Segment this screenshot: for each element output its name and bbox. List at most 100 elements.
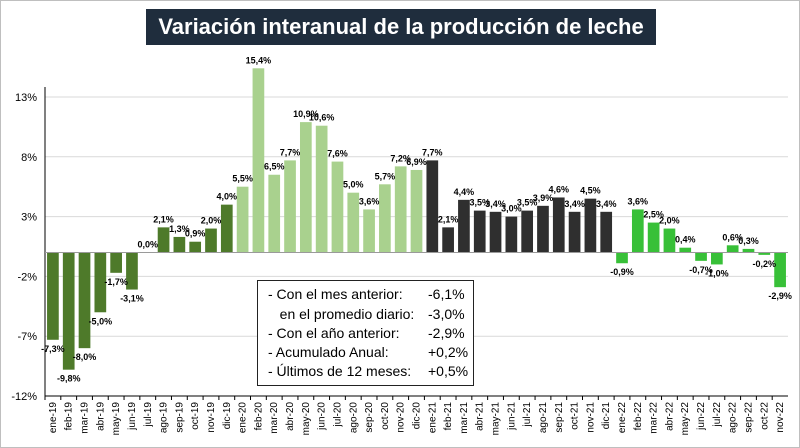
- bar: [711, 252, 723, 265]
- x-tick-label: oct-19: [190, 402, 201, 430]
- x-tick-label: oct-20: [380, 402, 391, 430]
- data-label: 5,5%: [232, 174, 253, 184]
- bar: [537, 205, 549, 253]
- x-tick-label: jun-19: [127, 402, 138, 431]
- x-tick-label: abr-21: [475, 402, 486, 431]
- data-label: 3,5%: [469, 198, 490, 208]
- x-tick-label: dic-19: [222, 402, 233, 430]
- bar: [47, 252, 59, 340]
- bar: [426, 160, 439, 253]
- bar: [442, 227, 454, 253]
- bar: [284, 160, 296, 253]
- data-label: 3,4%: [564, 199, 585, 209]
- data-label: 10,6%: [309, 113, 335, 123]
- data-label: 4,4%: [454, 187, 475, 197]
- x-tick-label: ene-21: [427, 402, 438, 434]
- y-tick-label: 13%: [15, 92, 37, 104]
- bar: [679, 247, 692, 253]
- data-label: 3,5%: [517, 198, 538, 208]
- x-tick-label: dic-20: [412, 402, 423, 430]
- x-tick-label: nov-22: [775, 402, 786, 433]
- bar: [347, 192, 360, 253]
- data-label: -0,2%: [753, 259, 777, 269]
- bar: [331, 161, 344, 253]
- data-label: 7,2%: [390, 153, 411, 163]
- bar: [758, 252, 771, 255]
- x-tick-label: ago-22: [728, 402, 739, 434]
- x-tick-label: ago-20: [348, 402, 359, 434]
- bar: [205, 228, 217, 253]
- data-label: -5,0%: [89, 316, 113, 326]
- chart-title: Variación interanual de la producción de…: [146, 9, 656, 45]
- x-tick-label: feb-22: [633, 402, 644, 431]
- bar: [489, 211, 502, 253]
- x-tick-label: nov-19: [206, 402, 217, 433]
- summary-box: - Con el mes anterior: -6,1% en el prome…: [257, 280, 474, 386]
- x-tick-label: nov-20: [396, 402, 407, 433]
- bar: [94, 252, 107, 313]
- summary-value: -3,0%: [428, 306, 465, 322]
- x-tick-label: mar-21: [459, 402, 470, 434]
- bar: [126, 252, 138, 290]
- data-label: 2,0%: [201, 216, 222, 226]
- x-tick-label: jul-20: [332, 402, 343, 428]
- bar: [647, 222, 660, 253]
- x-tick-label: jun-22: [696, 402, 707, 431]
- x-tick-label: ago-21: [538, 402, 549, 434]
- data-label: -0,7%: [689, 265, 713, 275]
- bars: [47, 68, 786, 370]
- x-tick-label: may-20: [301, 402, 312, 436]
- data-label: -7,3%: [41, 344, 65, 354]
- x-tick-label: mar-20: [269, 402, 280, 434]
- bar: [695, 252, 707, 261]
- summary-value: -6,1%: [428, 286, 465, 302]
- data-label: 15,4%: [246, 55, 272, 65]
- x-tick-label: ago-19: [159, 402, 170, 434]
- summary-label: en el promedio diario:: [268, 306, 415, 322]
- data-label: 0,0%: [137, 239, 158, 249]
- bar: [473, 210, 486, 253]
- bar: [505, 216, 518, 253]
- bar: [299, 122, 312, 253]
- x-tick-label: abr-22: [664, 402, 675, 431]
- data-label: 7,6%: [327, 149, 348, 159]
- bar: [252, 68, 265, 253]
- data-label: 1,3%: [169, 224, 190, 234]
- data-label: 4,6%: [549, 184, 570, 194]
- summary-value: +0,5%: [428, 363, 469, 379]
- data-label: -9,8%: [57, 374, 81, 384]
- x-tick-label: may-19: [111, 402, 122, 436]
- x-tick-label: ene-20: [238, 402, 249, 434]
- x-tick-label: jun-21: [506, 402, 517, 431]
- data-label: 7,7%: [422, 147, 443, 157]
- x-tick-label: feb-21: [443, 402, 454, 431]
- bar: [189, 241, 202, 253]
- x-tick-label: abr-20: [285, 402, 296, 431]
- summary-row: - Últimos de 12 meses: +0,5%: [258, 362, 473, 380]
- data-label: 3,6%: [628, 196, 649, 206]
- y-tick-label: -12%: [11, 391, 37, 403]
- data-label: 3,9%: [533, 193, 554, 203]
- x-tick-label: feb-20: [253, 402, 264, 431]
- x-tick-label: jul-22: [712, 402, 723, 428]
- bar: [600, 211, 613, 253]
- bar: [521, 210, 534, 253]
- data-label: -1,7%: [104, 277, 128, 287]
- bar: [78, 252, 91, 349]
- data-label: -0,9%: [610, 267, 634, 277]
- bar: [568, 211, 581, 253]
- bar: [552, 197, 565, 253]
- data-label: 3,4%: [596, 199, 617, 209]
- x-tick-label: ene-22: [617, 402, 628, 434]
- bar: [410, 169, 423, 253]
- y-tick-label: -2%: [17, 271, 37, 283]
- bar: [268, 174, 281, 253]
- bar: [631, 209, 644, 253]
- axes: 13% 8% 3% -2% -7% -12% ene-19 feb-19 mar-19 abr-1…: [11, 87, 788, 435]
- bar: [726, 245, 739, 253]
- bar: [663, 228, 676, 253]
- x-tick-label: sep-22: [743, 402, 754, 433]
- x-tick-label: sep-21: [554, 402, 565, 433]
- data-label: 0,3%: [738, 236, 759, 246]
